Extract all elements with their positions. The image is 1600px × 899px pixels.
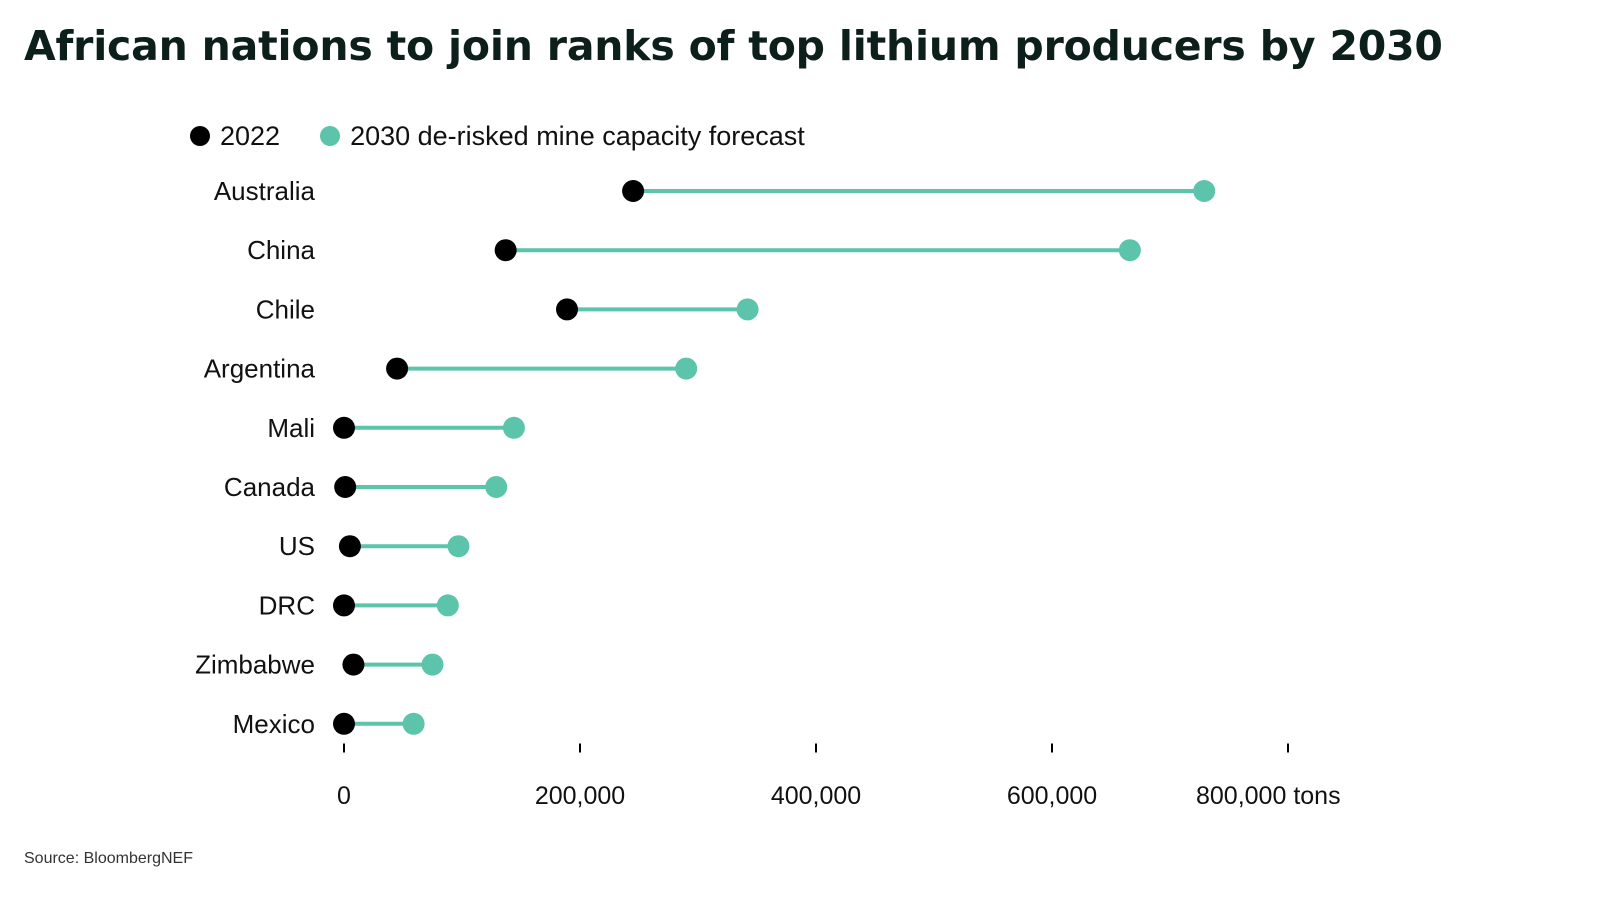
- x-tick-label-2: 400,000: [771, 782, 861, 810]
- legend-dot-2030-icon: [320, 126, 341, 146]
- point-2030-china: [1118, 239, 1141, 262]
- x-tick-label-0: 0: [337, 782, 351, 810]
- category-label-china: China: [247, 235, 315, 265]
- source-note: Source: BloombergNEF: [24, 850, 193, 867]
- point-2022-australia: [622, 180, 645, 202]
- point-2022-mali: [333, 416, 355, 439]
- point-2030-zimbabwe: [421, 653, 444, 676]
- point-2030-canada: [485, 476, 508, 498]
- category-label-australia: Australia: [214, 176, 316, 206]
- point-2030-mali: [502, 416, 525, 439]
- legend-item-2022: 2022: [190, 121, 280, 152]
- point-2030-us: [447, 535, 470, 558]
- category-label-us: US: [279, 531, 315, 561]
- point-2030-chile: [736, 298, 759, 321]
- legend: 2022 2030 de-risked mine capacity foreca…: [190, 118, 845, 154]
- category-label-argentina: Argentina: [204, 354, 316, 384]
- x-tick-label-1: 200,000: [535, 782, 625, 810]
- point-2022-zimbabwe: [342, 653, 365, 676]
- point-2030-mexico: [402, 712, 425, 735]
- point-2022-drc: [333, 594, 355, 617]
- category-label-drc: DRC: [259, 590, 315, 620]
- x-tick-label-3: 600,000: [1007, 782, 1097, 810]
- legend-label-2022: 2022: [220, 120, 281, 151]
- point-2022-canada: [334, 476, 357, 498]
- point-2030-argentina: [675, 357, 698, 380]
- legend-dot-2022-icon: [190, 126, 210, 146]
- legend-item-2030: 2030 de-risked mine capacity forecast: [320, 121, 805, 152]
- point-2022-argentina: [386, 357, 409, 380]
- legend-label-2030: 2030 de-risked mine capacity forecast: [350, 120, 805, 151]
- point-2022-us: [338, 535, 361, 558]
- category-label-mexico: Mexico: [233, 709, 315, 739]
- category-label-mali: Mali: [267, 413, 315, 443]
- category-label-chile: Chile: [256, 294, 315, 324]
- x-tick-label-4: 800,000 tons: [1196, 782, 1341, 810]
- point-2022-chile: [556, 298, 579, 321]
- category-label-zimbabwe: Zimbabwe: [195, 650, 315, 680]
- chart-title: African nations to join ranks of top lit…: [24, 22, 1443, 70]
- category-label-canada: Canada: [224, 472, 316, 502]
- point-2030-australia: [1193, 180, 1216, 202]
- point-2030-drc: [436, 594, 459, 617]
- point-2022-china: [494, 239, 517, 262]
- point-2022-mexico: [333, 712, 355, 735]
